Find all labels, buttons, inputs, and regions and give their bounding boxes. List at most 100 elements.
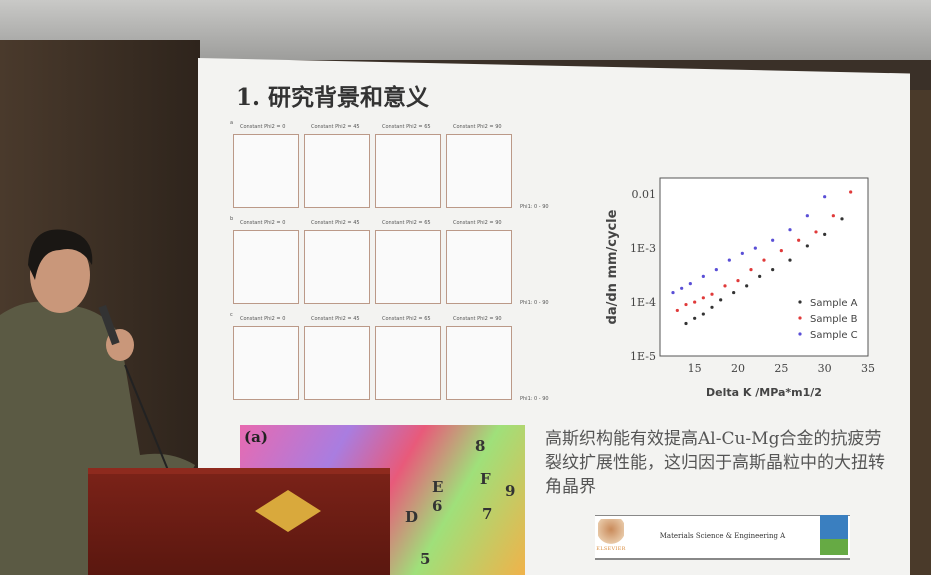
podium: [88, 468, 390, 575]
legend-marker: [798, 332, 802, 336]
pole-figure-title: Constant Phi2 = 45: [311, 316, 360, 322]
data-point: [788, 228, 792, 232]
data-point: [805, 214, 809, 218]
presenter: [0, 229, 195, 575]
pole-figure: [375, 230, 441, 304]
x-axis-label: Delta K /MPa*m1/2: [706, 386, 822, 399]
data-point: [688, 282, 692, 286]
data-point: [723, 284, 727, 288]
grain-label: F: [480, 470, 491, 488]
data-point: [740, 251, 744, 255]
data-point: [788, 258, 792, 262]
data-point: [671, 290, 675, 295]
legend-marker: [798, 300, 802, 304]
pole-figure-title: Constant Phi2 = 65: [382, 124, 431, 130]
pole-figure-title: Constant Phi2 = 65: [382, 220, 431, 226]
pole-figures: a Constant Phi2 = 0 Constant Phi2 = 45 Cons…: [230, 120, 580, 410]
pole-figure: [233, 134, 299, 208]
grain-label: 5: [420, 550, 431, 568]
axis-label: Phi1: 0 - 90: [520, 204, 549, 210]
data-point: [736, 279, 740, 283]
legend-label: Sample C: [810, 330, 858, 341]
pole-figure-row: a Constant Phi2 = 0 Constant Phi2 = 45 Cons…: [230, 120, 580, 210]
plot-frame: [659, 177, 869, 357]
pole-figure: [233, 326, 299, 400]
legend-label: Sample A: [810, 298, 858, 309]
legend-label: Sample B: [810, 314, 858, 325]
data-point: [805, 244, 809, 248]
pole-figure-title: Constant Phi2 = 0: [240, 124, 286, 130]
pole-figure-row: b Constant Phi2 = 0 Constant Phi2 = 45 Cons…: [230, 216, 580, 306]
data-point: [675, 308, 679, 313]
slide-caption: 高斯织构能有效提高Al-Cu-Mg合金的抗疲劳裂纹扩展性能，这归因于高斯晶粒中的…: [545, 429, 885, 497]
pole-figure-title: Constant Phi2 = 90: [453, 124, 502, 130]
data-point: [732, 290, 736, 295]
axis-label: Phi1: 0 - 90: [520, 300, 549, 306]
pole-figure-title: Constant Phi2 = 0: [240, 316, 286, 322]
pole-figure: [375, 326, 441, 400]
y-axis-label: da/dn mm/cycle: [605, 209, 620, 324]
data-point: [684, 321, 688, 326]
axis-label: Phi1: 0 - 90: [520, 396, 549, 402]
row-label: a: [230, 120, 234, 126]
podium-logo: [255, 490, 321, 532]
data-point: [719, 298, 723, 302]
grain-label: 6: [432, 497, 443, 515]
pole-figure-title: Constant Phi2 = 45: [311, 220, 360, 226]
fatigue-crack-chart: 15 20 25 30 35 0.01 1E-3 1E-4 1E-5 Delta K /MPa*m…: [605, 177, 875, 399]
data-point: [727, 258, 731, 262]
data-point: [771, 268, 775, 272]
data-point: [693, 300, 697, 304]
pole-figure: [446, 230, 512, 304]
x-tick-label: 25: [774, 362, 788, 375]
y-tick-label: 1E-5: [630, 350, 656, 363]
pole-figure: [233, 230, 299, 304]
row-label: c: [230, 312, 233, 318]
y-tick-label: 0.01: [632, 188, 657, 201]
data-point: [823, 232, 827, 236]
data-point: [753, 246, 757, 250]
pole-figure: [446, 326, 512, 400]
data-point: [684, 302, 688, 307]
publisher-name: ELSEVIER: [596, 546, 626, 552]
legend-marker: [798, 316, 802, 320]
pole-figure-title: Constant Phi2 = 0: [240, 220, 286, 226]
data-point: [758, 274, 762, 278]
data-point: [823, 195, 827, 199]
pole-figure-row: c Constant Phi2 = 0 Constant Phi2 = 45 Cons…: [230, 312, 580, 402]
pole-figure-title: Constant Phi2 = 90: [453, 316, 502, 322]
data-point: [745, 284, 749, 288]
y-tick-label: 1E-3: [630, 242, 656, 255]
data-point: [710, 305, 714, 309]
pole-figure-title: Constant Phi2 = 65: [382, 316, 431, 322]
data-point: [749, 268, 753, 272]
data-point: [701, 274, 705, 278]
pole-figure: [304, 134, 370, 208]
grain-label: 8: [475, 437, 486, 455]
data-point: [771, 238, 775, 242]
pole-figure-title: Constant Phi2 = 45: [311, 124, 360, 130]
grain-label: 7: [482, 505, 493, 523]
x-tick-label: 15: [688, 362, 702, 375]
data-point: [779, 249, 783, 253]
pole-figure: [304, 326, 370, 400]
data-point: [762, 258, 766, 262]
elsevier-tree-logo: [598, 519, 624, 545]
data-point: [831, 214, 835, 218]
y-tick-label: 1E-4: [630, 296, 656, 309]
pole-figure: [375, 134, 441, 208]
journal-cover: [820, 515, 848, 555]
data-point: [710, 292, 714, 296]
data-point: [714, 268, 718, 272]
x-tick-label: 35: [861, 362, 875, 375]
row-label: b: [230, 216, 234, 222]
data-point: [701, 312, 705, 316]
data-point: [680, 286, 684, 290]
micrograph-label: (a): [244, 428, 268, 446]
journal-banner: Materials Science & Engineering A: [595, 515, 850, 560]
data-point: [797, 238, 801, 242]
grain-label: D: [405, 508, 419, 526]
grain-label: E: [432, 478, 444, 496]
data-point: [814, 230, 818, 234]
pole-figure: [304, 230, 370, 304]
